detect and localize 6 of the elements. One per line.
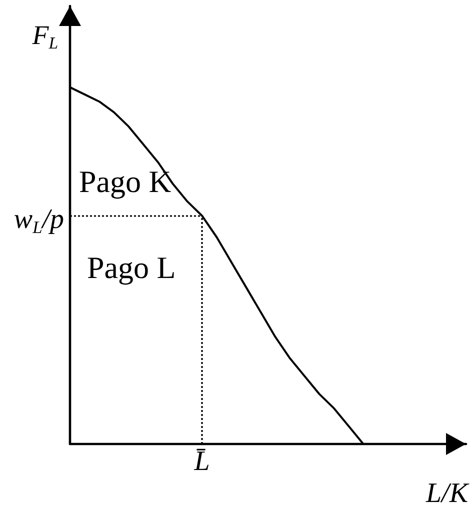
ref-line-label: w$_{L}$/p: [14, 204, 64, 236]
y-axis-title: F$_{L}$: [32, 20, 58, 53]
annotation: Pago K: [79, 164, 172, 200]
x-axis-title: L/K: [426, 478, 468, 510]
text: L̄: [194, 446, 210, 478]
annotation: Pago L: [87, 250, 176, 286]
